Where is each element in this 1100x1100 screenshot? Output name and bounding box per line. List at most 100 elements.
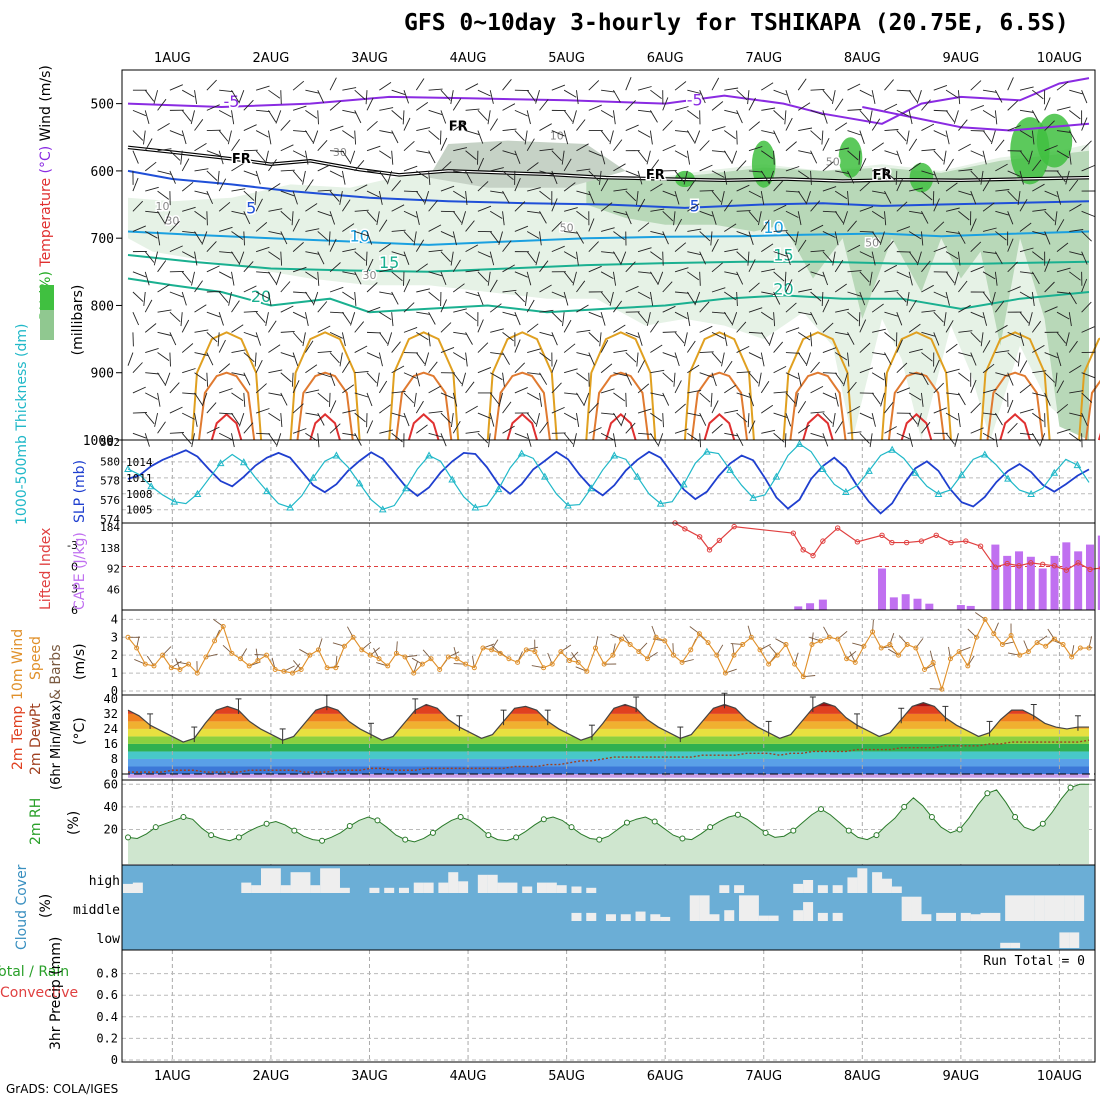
wind-barb: [514, 271, 528, 278]
wind-barb: [181, 130, 187, 145]
wind-barb: [440, 231, 454, 238]
wind-barb: [292, 380, 300, 394]
wind-barb: [884, 290, 899, 293]
wind-barb: [831, 90, 836, 104]
wind-barb: [784, 271, 787, 286]
isotherm-35: [900, 413, 933, 441]
wind-barb: [822, 299, 830, 313]
wind-barb: [452, 259, 461, 273]
wind-barb: [687, 228, 702, 232]
wind-speed-marker: [896, 652, 902, 658]
wind-barb: [970, 190, 977, 205]
temp-ylabel-c: (6hr Min/Max): [49, 700, 64, 790]
cloud-high-bar: [857, 868, 868, 893]
wind-barb: [563, 432, 574, 445]
wind-barb: [329, 238, 337, 252]
cloud-high-bar: [251, 885, 262, 893]
wind-barb: [502, 372, 505, 387]
cape-tick: 184: [100, 521, 120, 534]
wind-barb: [379, 311, 392, 320]
rh-marker: [125, 834, 131, 841]
wind-barb: [440, 322, 452, 333]
bottom-date-label: 8AUG: [844, 1069, 881, 1084]
wind-barb: [341, 360, 351, 373]
cloud-middle-bar: [803, 902, 814, 921]
cloud-middle-bar: [1054, 895, 1065, 921]
rh-shade-dark: [838, 137, 863, 178]
wind-speed-marker: [714, 652, 720, 658]
wind-barb: [711, 190, 722, 203]
wind-barb: [255, 222, 268, 232]
rh-marker: [374, 817, 381, 824]
wind-barb: [613, 210, 628, 216]
wind-barb: [598, 170, 602, 185]
thickness-marker: [286, 503, 294, 511]
wind-barb: [391, 251, 406, 257]
wind-barb: [206, 150, 221, 157]
cloud-high-bar: [448, 872, 459, 893]
wind-barb: [144, 89, 155, 102]
wind-barb: [724, 409, 739, 414]
wind-barb: [785, 392, 796, 404]
wind-barb: [773, 271, 785, 282]
isotherm-label: 20: [251, 287, 271, 306]
wind-barb: [859, 412, 873, 420]
wind-barb: [132, 225, 146, 232]
wind-barb: [1056, 242, 1069, 252]
temp-band: [128, 751, 1089, 759]
wind-barb: [859, 231, 874, 233]
wind-barb: [1065, 170, 1070, 185]
wind-barb: [403, 117, 411, 131]
chart-title: GFS 0~10day 3-hourly for TSHIKAPA (20.75…: [404, 10, 1069, 36]
wind-barb: [847, 244, 861, 253]
wind-speed-marker: [1025, 649, 1031, 655]
wind-barb: [958, 190, 972, 196]
wind-speed-marker: [913, 645, 919, 651]
bottom-date-label: 5AUG: [548, 1069, 585, 1084]
cloud-high-bar: [260, 868, 271, 893]
wind-barb: [563, 130, 569, 145]
li-marker: [933, 532, 939, 539]
wind-barb: [982, 388, 997, 394]
bottom-date-label: 4AUG: [450, 1069, 487, 1084]
wind-barb: [342, 291, 355, 300]
wind-barb: [785, 279, 793, 293]
wind-barb: [416, 150, 431, 154]
wind-barb: [637, 198, 646, 212]
wind-barb: [859, 158, 867, 172]
wind-barb: [958, 169, 973, 172]
rh-marker: [1039, 820, 1046, 827]
cape-bar: [966, 605, 975, 610]
wind-barb: [366, 392, 373, 407]
wind-barb: [243, 190, 255, 201]
wind-barb: [268, 344, 281, 353]
wind-barb: [354, 89, 366, 100]
wind-barb: [858, 150, 861, 165]
wind-barb: [758, 372, 762, 387]
wind-barb: [329, 125, 344, 131]
wind-barb: [810, 271, 825, 277]
wind-barb: [785, 210, 799, 218]
wind-speed-marker: [428, 656, 434, 662]
wind-barb: [144, 110, 150, 125]
wind-barb: [181, 432, 192, 445]
wind-barb: [243, 170, 258, 177]
wind-barb: [194, 372, 207, 382]
wind-barb: [201, 231, 208, 245]
wind-barb: [218, 312, 224, 326]
wind-speed-marker: [904, 641, 910, 647]
wind-barb: [711, 287, 726, 293]
wind-barb: [218, 339, 226, 353]
wind-barb: [1081, 392, 1093, 403]
wind-barb: [995, 210, 1009, 216]
wind-barb: [588, 332, 600, 343]
wind-barb: [292, 80, 305, 91]
wind-barb: [810, 224, 824, 232]
wind-barb: [821, 291, 824, 307]
wind-barb: [957, 413, 961, 428]
isotherm-label: 30: [333, 146, 347, 159]
wind-barb: [588, 402, 599, 414]
wind-barb: [366, 190, 380, 198]
cape-bar: [956, 605, 965, 610]
wind-barb: [305, 203, 318, 212]
